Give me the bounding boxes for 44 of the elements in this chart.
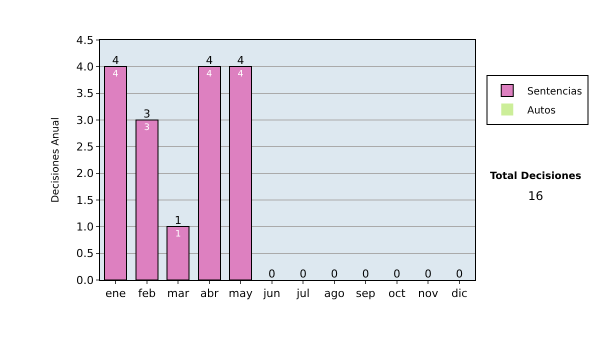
- y-tick-label: 0.0: [76, 274, 94, 287]
- total-label: 4: [206, 54, 213, 67]
- total-label: 0: [424, 267, 432, 280]
- total-label: 3: [143, 107, 150, 120]
- data-label: 3: [144, 123, 150, 133]
- data-label: 4: [112, 70, 119, 80]
- total-label: 4: [237, 54, 244, 67]
- text: Total Decisiones: [490, 171, 582, 182]
- total-label: 0: [300, 267, 307, 280]
- y-tick-label: 1.5: [76, 194, 94, 207]
- x-tick-label: jun: [262, 287, 280, 300]
- x-tick-label: mar: [167, 287, 190, 300]
- y-axis-title: Decisiones Anual: [50, 117, 62, 203]
- data-label: 4: [206, 70, 212, 80]
- legend-label: Sentencias: [527, 86, 582, 98]
- x-tick-label: sep: [356, 287, 376, 300]
- data-label: 4: [238, 70, 244, 80]
- y-tick-label: 0.5: [76, 247, 94, 260]
- total-label: 1: [174, 214, 182, 227]
- legend-label: Autos: [527, 105, 556, 116]
- x-tick-label: oct: [388, 287, 406, 300]
- y-tick-label: 2.5: [76, 140, 94, 154]
- x-tick-label: abr: [200, 287, 219, 300]
- data-label: 1: [175, 230, 181, 240]
- x-tick-label: ene: [105, 287, 126, 300]
- text: 16: [528, 189, 544, 203]
- total-label: 0: [362, 267, 370, 280]
- y-tick-label: 4.5: [76, 34, 94, 47]
- x-tick-label: jul: [296, 287, 310, 300]
- y-tick-label: 2.0: [76, 167, 94, 180]
- x-tick-label: ago: [324, 287, 345, 300]
- total-label: 0: [268, 267, 276, 280]
- total-label: 4: [112, 54, 120, 67]
- x-tick-label: may: [228, 287, 254, 300]
- y-tick-label: 4.0: [76, 60, 94, 74]
- total-label: 0: [456, 267, 463, 280]
- total-label: 0: [330, 267, 338, 280]
- y-tick-label: 3.5: [76, 87, 94, 100]
- y-tick-label: 3.0: [76, 114, 94, 127]
- x-tick-label: nov: [418, 287, 439, 300]
- total-label: 0: [393, 267, 400, 280]
- x-tick-label: feb: [138, 287, 156, 300]
- y-tick-label: 1.0: [76, 220, 94, 234]
- x-tick-label: dic: [451, 287, 468, 300]
